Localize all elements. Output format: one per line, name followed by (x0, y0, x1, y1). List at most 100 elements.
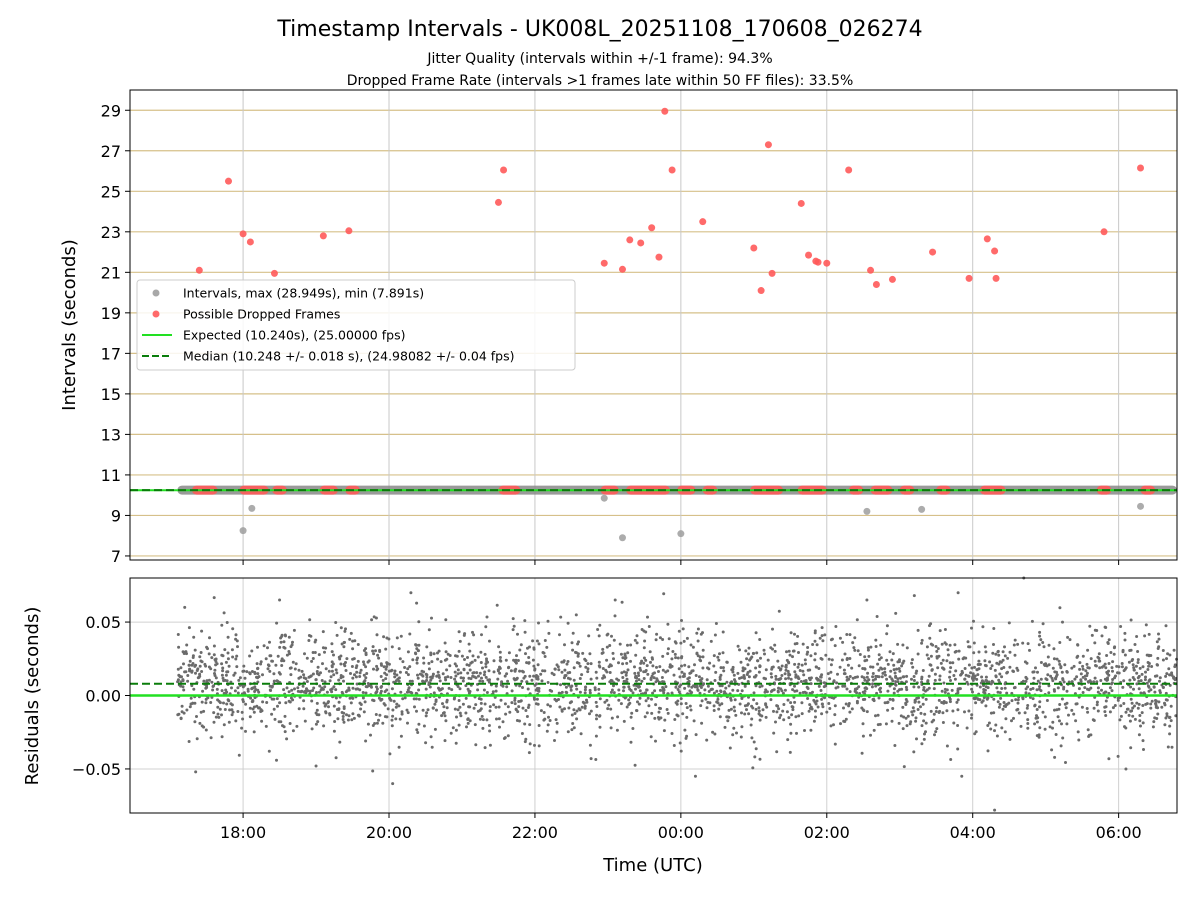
residual-point (959, 672, 963, 676)
residual-point (682, 672, 686, 676)
residual-point (726, 719, 730, 723)
residual-point (1035, 734, 1039, 738)
residual-point (721, 651, 725, 655)
residual-point (224, 673, 228, 677)
residual-point (1152, 685, 1156, 689)
residual-point (1007, 621, 1011, 625)
dropped-point-23 (805, 251, 813, 259)
residual-point (665, 696, 669, 700)
residual-point (633, 638, 637, 642)
residual-point (405, 690, 409, 694)
dropped-point-33 (983, 235, 991, 243)
residual-point (635, 709, 638, 712)
residual-point (345, 713, 348, 717)
residual-point (646, 615, 649, 619)
residual-point (417, 722, 421, 726)
residual-point (238, 676, 242, 680)
residual-point (626, 643, 629, 647)
residual-point (951, 709, 955, 713)
residual-point (901, 727, 905, 731)
dropped-point-8 (500, 166, 508, 174)
residual-point (911, 713, 915, 717)
residual-point (853, 648, 857, 652)
residual-point (731, 733, 735, 737)
residual-point (950, 688, 954, 692)
residual-point (745, 657, 749, 661)
residual-point (339, 626, 343, 630)
residual-point (855, 618, 859, 622)
residual-point (1155, 640, 1159, 644)
residual-point (685, 636, 689, 640)
residual-point (1070, 666, 1074, 670)
residual-point (339, 662, 343, 666)
residual-point (680, 664, 683, 668)
residual-point (202, 679, 206, 683)
residual-point (179, 717, 183, 721)
residual-point (948, 670, 952, 674)
residual-point (925, 645, 929, 649)
residual-point (916, 708, 920, 711)
residual-point (1157, 632, 1160, 636)
residual-point (1141, 665, 1145, 669)
residual-point (789, 631, 793, 635)
residual-point (804, 691, 808, 695)
residual-point (839, 722, 842, 726)
residual-point (684, 702, 688, 705)
residual-point (424, 687, 428, 691)
residual-point (800, 663, 804, 667)
residual-point (890, 677, 894, 681)
residual-point (181, 685, 185, 689)
residual-point (620, 600, 624, 604)
residual-point (955, 700, 959, 704)
residual-point (455, 715, 458, 719)
residual-point (640, 659, 644, 663)
residual-point (700, 677, 704, 681)
residual-point (797, 662, 801, 666)
dropped-point-26 (823, 259, 831, 267)
residual-point (674, 680, 677, 684)
residual-point (1123, 638, 1127, 642)
residual-point (842, 706, 845, 710)
residual-point (1039, 689, 1043, 693)
residual-point (586, 670, 590, 674)
residual-point (605, 633, 609, 637)
residual-point (176, 633, 180, 636)
residual-point (598, 725, 602, 729)
residual-point (484, 665, 488, 669)
residual-point (1136, 650, 1140, 653)
residual-point (515, 654, 518, 658)
residual-point (874, 684, 878, 688)
residual-point (1119, 625, 1123, 628)
residual-point (435, 708, 438, 712)
residual-point (480, 633, 483, 637)
residual-point (686, 677, 690, 681)
residual-point (798, 691, 802, 695)
residual-point (279, 640, 283, 644)
residual-point (866, 648, 870, 652)
residual-point (337, 700, 341, 704)
residual-point (693, 684, 697, 688)
residual-point (945, 659, 949, 663)
residual-point (750, 717, 754, 721)
residual-point (535, 687, 539, 690)
residual-point (763, 690, 767, 694)
residual-point (799, 680, 803, 683)
residual-point (543, 669, 547, 673)
residual-point (497, 717, 501, 721)
residual-point (793, 670, 797, 674)
residual-point (410, 691, 414, 695)
residual-point (1077, 738, 1081, 742)
residual-point (874, 677, 877, 681)
residual-point (424, 696, 428, 700)
residual-point (683, 686, 687, 690)
residual-point (466, 721, 470, 725)
legend-label-3: Median (10.248 +/- 0.018 s), (24.98082 +… (183, 349, 514, 364)
residual-point (264, 724, 268, 728)
residual-point (443, 676, 447, 680)
residual-point (288, 700, 292, 704)
residual-point (264, 657, 268, 661)
residual-point (971, 678, 975, 682)
residual-point (713, 633, 717, 637)
residual-point (694, 674, 698, 677)
residual-point (643, 639, 647, 643)
